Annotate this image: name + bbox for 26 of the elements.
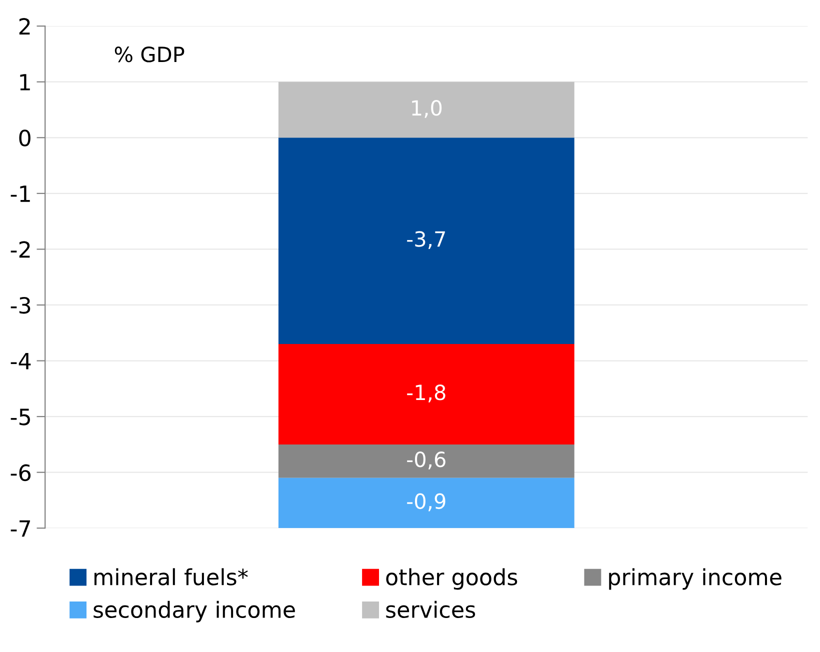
legend-label: other goods [386, 568, 518, 590]
bar [278, 478, 574, 528]
y-axis-title: % GDP [114, 46, 184, 62]
y-tick-label: -3 [10, 296, 30, 314]
y-tick-label: 0 [19, 130, 30, 146]
y-tick-label: 2 [19, 18, 30, 35]
y-tick-label: -2 [10, 241, 30, 258]
y-tick-label: -4 [10, 353, 31, 370]
legend-label: mineral fuels* [94, 568, 248, 586]
y-tick-label: -1 [10, 186, 30, 202]
data-label: -3,7 [407, 231, 445, 250]
data-label: -0,9 [407, 493, 446, 512]
bar [278, 82, 574, 138]
data-label: -1,8 [407, 384, 446, 402]
legend-label: secondary income [94, 600, 295, 622]
legend-label: primary income [609, 568, 782, 590]
y-tick-label: -7 [10, 520, 30, 537]
bar [278, 444, 574, 478]
legend-label: services [386, 600, 476, 618]
y-tick-label: 1 [20, 74, 30, 90]
y-tick-label: -5 [10, 408, 30, 426]
bar [278, 344, 574, 444]
data-label: -0,6 [407, 451, 446, 470]
bar [278, 138, 574, 344]
data-label: 1,0 [412, 100, 442, 118]
y-tick-label: -6 [10, 464, 31, 482]
